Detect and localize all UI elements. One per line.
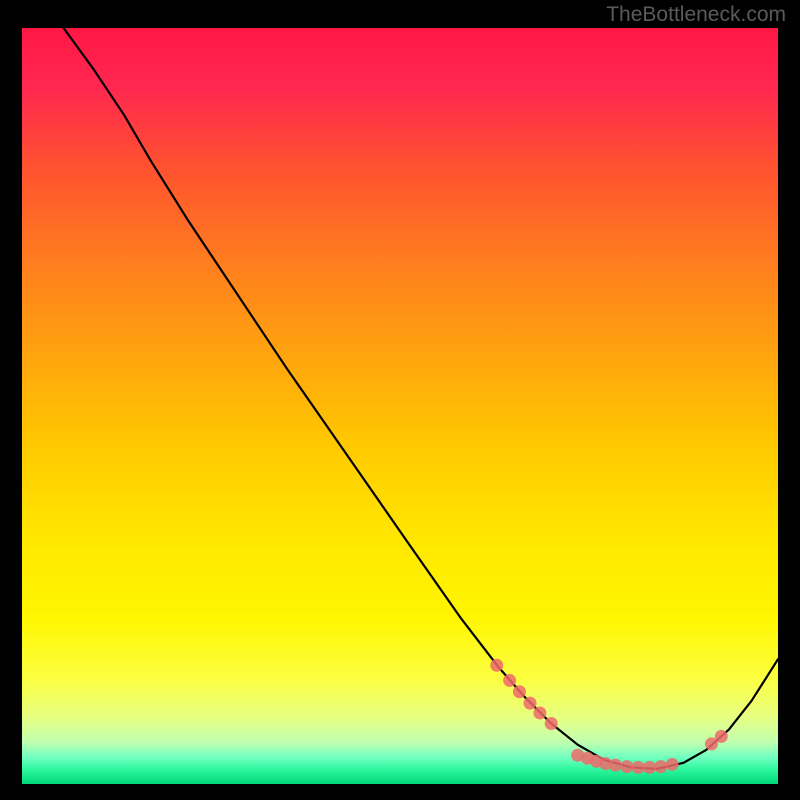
data-marker [503, 674, 516, 687]
data-marker [715, 730, 728, 743]
curve-layer [22, 28, 778, 784]
data-marker [643, 761, 656, 774]
data-marker [654, 760, 667, 773]
data-marker [666, 758, 679, 771]
plot-area [22, 28, 778, 784]
marker-group [490, 659, 728, 774]
data-marker [620, 760, 633, 773]
data-marker [609, 759, 622, 772]
bottleneck-curve [64, 28, 778, 769]
data-marker [545, 717, 558, 730]
data-marker [490, 659, 503, 672]
data-marker [632, 761, 645, 774]
watermark-text: TheBottleneck.com [606, 3, 786, 27]
data-marker [524, 697, 537, 710]
data-marker [513, 685, 526, 698]
data-marker [533, 706, 546, 719]
